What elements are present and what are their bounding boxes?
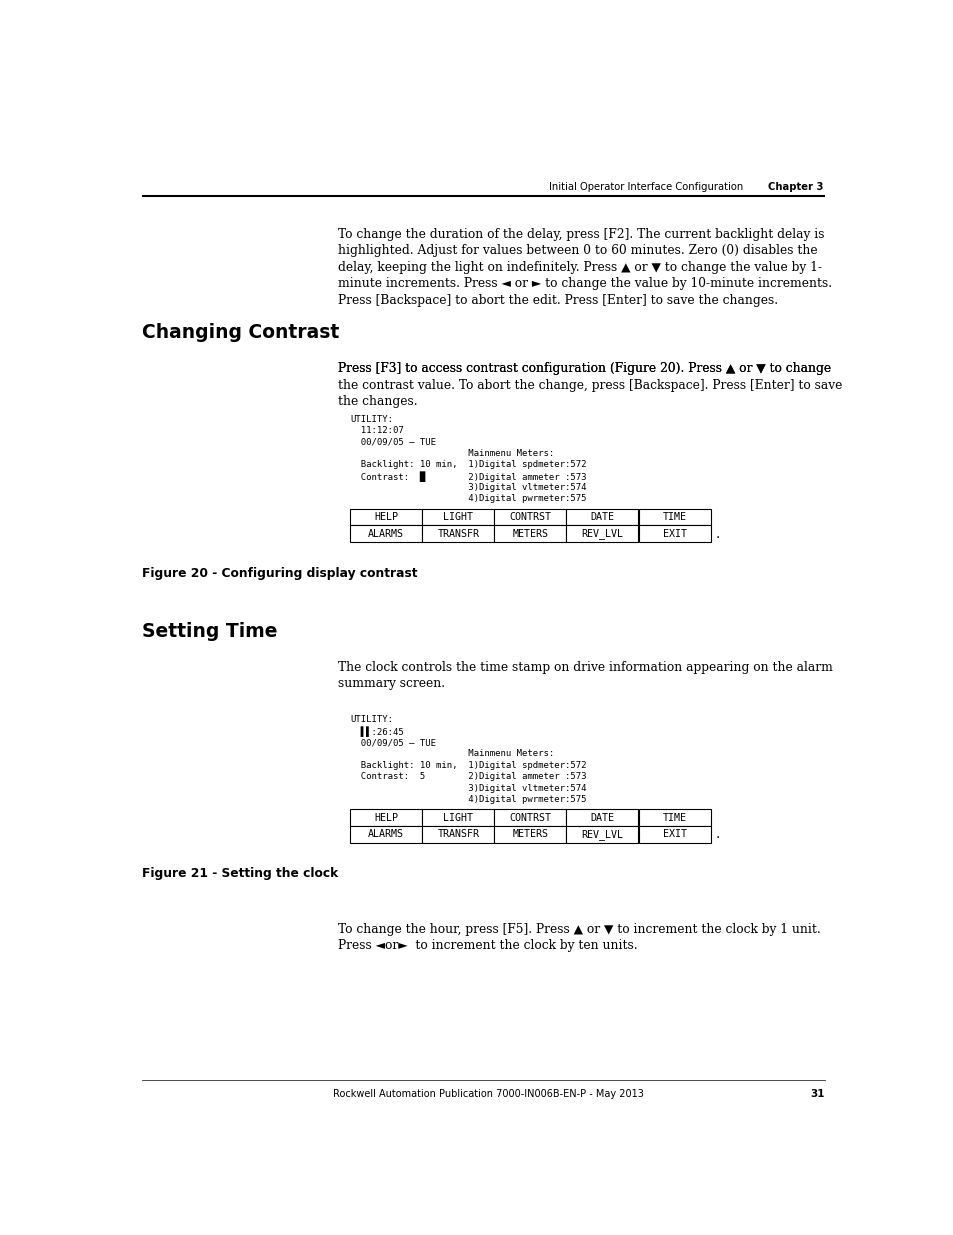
- Bar: [350, 525, 422, 542]
- Text: UTILITY:: UTILITY:: [350, 415, 393, 424]
- Text: minute increments. Press ◄ or ► to change the value by 10-minute increments.: minute increments. Press ◄ or ► to chang…: [337, 277, 831, 290]
- Text: Press ◄or►  to increment the clock by ten units.: Press ◄or► to increment the clock by ten…: [337, 940, 637, 952]
- Text: ▌▌:26:45: ▌▌:26:45: [350, 726, 403, 737]
- Text: Contrast:  5        2)Digital ammeter :573: Contrast: 5 2)Digital ammeter :573: [350, 772, 586, 782]
- Text: Press [F3] to access contrast configuration (Figure 20). Press ▲ or ▼ to change: Press [F3] to access contrast configurat…: [337, 362, 830, 375]
- Bar: [350, 826, 422, 842]
- Bar: [422, 525, 494, 542]
- Text: Setting Time: Setting Time: [142, 622, 277, 641]
- Text: Mainmenu Meters:: Mainmenu Meters:: [350, 448, 554, 458]
- Bar: [422, 826, 494, 842]
- Text: 00/09/05 – TUE: 00/09/05 – TUE: [350, 739, 436, 747]
- Text: LIGHT: LIGHT: [443, 513, 473, 522]
- Text: Initial Operator Interface Configuration: Initial Operator Interface Configuration: [548, 182, 742, 191]
- Text: ALARMS: ALARMS: [368, 830, 404, 840]
- Text: .: .: [715, 526, 719, 541]
- Bar: [638, 826, 710, 842]
- Text: 4)Digital pwrmeter:575: 4)Digital pwrmeter:575: [350, 494, 586, 504]
- Bar: [566, 525, 638, 542]
- Text: the changes.: the changes.: [337, 395, 417, 409]
- Text: REV_LVL: REV_LVL: [580, 829, 623, 840]
- Text: TIME: TIME: [661, 513, 686, 522]
- Text: METERS: METERS: [512, 830, 548, 840]
- Bar: [638, 809, 710, 826]
- Text: Contrast:  █        2)Digital ammeter :573: Contrast: █ 2)Digital ammeter :573: [350, 472, 586, 483]
- Text: Backlight: 10 min,  1)Digital spdmeter:572: Backlight: 10 min, 1)Digital spdmeter:57…: [350, 461, 586, 469]
- Text: Press [F3] to access contrast configuration (Figure 20). Press ▲ or ▼ to change: Press [F3] to access contrast configurat…: [337, 362, 830, 375]
- Bar: [494, 525, 566, 542]
- Text: 3)Digital vltmeter:574: 3)Digital vltmeter:574: [350, 783, 586, 793]
- Text: 00/09/05 – TUE: 00/09/05 – TUE: [350, 437, 436, 446]
- Text: Chapter 3: Chapter 3: [767, 182, 822, 191]
- Text: 31: 31: [809, 1089, 823, 1099]
- Text: 4)Digital pwrmeter:575: 4)Digital pwrmeter:575: [350, 795, 586, 804]
- Bar: [566, 826, 638, 842]
- Bar: [494, 809, 566, 826]
- Text: Press [Backspace] to abort the edit. Press [Enter] to save the changes.: Press [Backspace] to abort the edit. Pre…: [337, 294, 777, 306]
- Text: Figure 20 - Configuring display contrast: Figure 20 - Configuring display contrast: [142, 567, 416, 579]
- Text: Backlight: 10 min,  1)Digital spdmeter:572: Backlight: 10 min, 1)Digital spdmeter:57…: [350, 761, 586, 769]
- Bar: [494, 509, 566, 525]
- Bar: [350, 509, 422, 525]
- Text: DATE: DATE: [590, 513, 614, 522]
- Text: Figure 21 - Setting the clock: Figure 21 - Setting the clock: [142, 867, 337, 881]
- Text: To change the duration of the delay, press [F2]. The current backlight delay is: To change the duration of the delay, pre…: [337, 227, 823, 241]
- Text: summary screen.: summary screen.: [337, 677, 444, 690]
- Text: METERS: METERS: [512, 529, 548, 538]
- Bar: [422, 509, 494, 525]
- Text: delay, keeping the light on indefinitely. Press ▲ or ▼ to change the value by 1-: delay, keeping the light on indefinitely…: [337, 261, 821, 274]
- Text: UTILITY:: UTILITY:: [350, 715, 393, 724]
- Text: Changing Contrast: Changing Contrast: [142, 324, 338, 342]
- Text: DATE: DATE: [590, 813, 614, 823]
- Text: HELP: HELP: [374, 813, 397, 823]
- Bar: [638, 525, 710, 542]
- Text: the contrast value. To abort the change, press [Backspace]. Press [Enter] to sav: the contrast value. To abort the change,…: [337, 379, 841, 391]
- Bar: [422, 809, 494, 826]
- Text: HELP: HELP: [374, 513, 397, 522]
- Text: REV_LVL: REV_LVL: [580, 529, 623, 540]
- Text: TRANSFR: TRANSFR: [436, 529, 478, 538]
- Text: To change the hour, press [F5]. Press ▲ or ▼ to increment the clock by 1 unit.: To change the hour, press [F5]. Press ▲ …: [337, 923, 820, 936]
- Text: ALARMS: ALARMS: [368, 529, 404, 538]
- Text: CONTRST: CONTRST: [509, 813, 551, 823]
- Bar: [638, 509, 710, 525]
- Text: 3)Digital vltmeter:574: 3)Digital vltmeter:574: [350, 483, 586, 492]
- Text: .: .: [715, 827, 719, 841]
- Text: 11:12:07: 11:12:07: [350, 426, 403, 435]
- Bar: [566, 809, 638, 826]
- Text: TIME: TIME: [661, 813, 686, 823]
- Text: CONTRST: CONTRST: [509, 513, 551, 522]
- Text: highlighted. Adjust for values between 0 to 60 minutes. Zero (0) disables the: highlighted. Adjust for values between 0…: [337, 245, 817, 257]
- Bar: [350, 809, 422, 826]
- Text: Rockwell Automation Publication 7000-IN006B-EN-P - May 2013: Rockwell Automation Publication 7000-IN0…: [334, 1089, 643, 1099]
- Bar: [566, 509, 638, 525]
- Text: The clock controls the time stamp on drive information appearing on the alarm: The clock controls the time stamp on dri…: [337, 661, 832, 673]
- Text: EXIT: EXIT: [661, 529, 686, 538]
- Text: EXIT: EXIT: [661, 830, 686, 840]
- Bar: [494, 826, 566, 842]
- Text: Mainmenu Meters:: Mainmenu Meters:: [350, 750, 554, 758]
- Text: TRANSFR: TRANSFR: [436, 830, 478, 840]
- Text: LIGHT: LIGHT: [443, 813, 473, 823]
